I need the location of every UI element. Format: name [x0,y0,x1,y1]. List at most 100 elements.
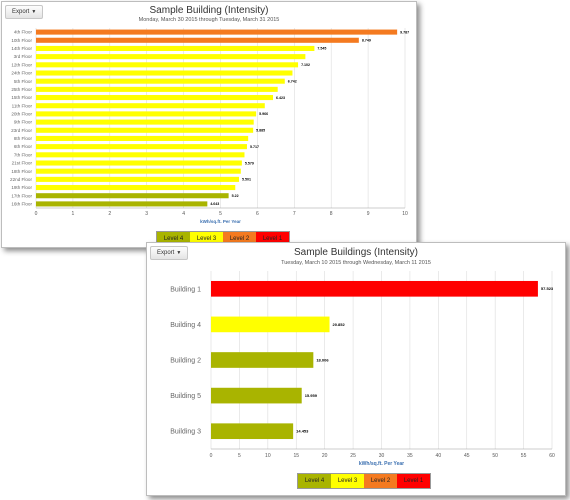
category-label: 12th Floor [11,62,32,67]
bar [211,316,330,333]
bar [36,152,245,158]
data-label: 4.643 [210,202,219,206]
caret-down-icon: ▼ [31,9,37,15]
x-tick-label: 0 [210,453,213,459]
legend-item-level-3[interactable]: Level 3 [331,474,364,488]
bar [211,352,314,368]
data-label: 5.966 [259,112,268,116]
building-intensity-chart: 0 5 10 15 20 25 30 35 40 45 50 55 60 kWh/sq.ft. Per Y… [170,271,555,467]
category-label: 22nd Floor [10,177,32,182]
category-label: Building 3 [170,429,201,436]
category-label: 6th Floor [14,144,33,149]
chart-panel-floors: Export ▼ Sample Building (Intensity) Mond… [1,1,417,248]
category-label: 16th Floor [11,202,32,207]
category-label: 9th Floor [14,120,33,125]
bar [211,387,302,404]
x-tick-label: 40 [436,453,442,459]
data-label: 18.006 [316,357,329,362]
data-label: 7.102 [301,63,310,67]
floor-intensity-chart: 0 1 2 3 4 5 6 7 8 9 10 kWh/sq.ft. Per Year 4th Floor… [10,28,409,224]
category-label: 15th Floor [11,95,32,100]
legend-item-level-2[interactable]: Level 2 [364,474,397,488]
x-tick-label: 20 [322,453,328,459]
data-label: 5.501 [242,178,251,182]
bar [36,45,315,51]
x-tick-label: 15 [293,453,299,459]
x-tick-label: 5 [219,211,222,217]
chart-subtitle: Monday, March 30 2015 through Tuesday, M… [138,17,280,23]
data-label: 14.453 [296,429,309,434]
category-label: 3rd Floor [14,54,33,59]
x-tick-label: 35 [407,453,413,459]
x-tick-label: 3 [145,211,148,217]
data-label: 15.959 [305,393,318,398]
x-tick-label: 0 [35,211,38,217]
bar [36,185,236,191]
data-label: 5.885 [256,129,265,133]
x-tick-label: 5 [238,453,241,459]
chart-panel-buildings: Export ▼ Sample Buildings (Intensity) Tue… [146,242,566,496]
chart-legend: Level 4 Level 3 Level 2 Level 1 [297,473,431,489]
x-tick-label: 55 [521,453,527,459]
bar [211,280,538,297]
x-tick-label: 1 [72,211,75,217]
bar [36,54,306,60]
x-tick-label: 45 [464,453,470,459]
x-tick-label: 60 [549,453,555,459]
category-label: 23rd Floor [11,128,32,133]
bar [36,29,398,35]
bar [36,201,208,207]
data-label: 7.545 [317,47,326,51]
data-label: 5.22 [232,194,239,198]
category-label: 20th Floor [11,112,32,117]
data-label: 5.717 [250,145,259,149]
x-tick-label: 10 [402,211,408,217]
x-axis-label: kWh/sq.ft. Per Year [359,461,404,467]
bar [36,37,359,43]
data-label: 6.423 [276,96,285,100]
bar [36,78,285,84]
x-tick-label: 7 [293,211,296,217]
bar [36,111,257,117]
data-label: 5.579 [245,161,254,165]
x-tick-label: 50 [492,453,498,459]
category-label: 11th Floor [12,103,33,108]
bar [36,193,229,199]
bar [211,423,294,440]
x-tick-label: 25 [350,453,356,459]
chart-subtitle: Tuesday, March 10 2015 through Wednesday… [281,260,431,266]
x-tick-label: 10 [265,453,271,459]
x-tick-label: 6 [256,211,259,217]
data-label: 6.742 [288,79,297,83]
bar [36,86,278,92]
category-label: 8th Floor [14,136,33,141]
bar [36,176,239,182]
category-label: 24th Floor [11,71,32,76]
category-label: 14th Floor [11,46,32,51]
category-label: 25th Floor [11,87,32,92]
category-label: 10th Floor [11,38,32,43]
data-label: 8.749 [362,39,371,43]
x-tick-label: 4 [182,211,185,217]
category-label: 18th Floor [11,169,32,174]
data-label: 20.852 [333,322,346,327]
data-label: 57.523 [541,286,554,291]
x-tick-label: 30 [379,453,385,459]
category-label: Building 5 [170,393,201,400]
bar [36,62,299,68]
category-label: 19th Floor [11,185,32,190]
chart-title: Sample Buildings (Intensity) [294,247,418,258]
export-button[interactable]: Export ▼ [5,5,44,19]
x-tick-label: 9 [367,211,370,217]
data-label: 9.787 [400,30,409,34]
x-tick-label: 8 [330,211,333,217]
category-label: 4th Floor [14,30,33,35]
bar [36,160,242,166]
bar [36,144,247,150]
bar [36,103,265,109]
legend-item-level-1[interactable]: Level 1 [397,474,430,488]
legend-item-level-4[interactable]: Level 4 [298,474,331,488]
bar [36,135,249,141]
export-button[interactable]: Export ▼ [150,246,189,260]
bar [36,168,241,174]
